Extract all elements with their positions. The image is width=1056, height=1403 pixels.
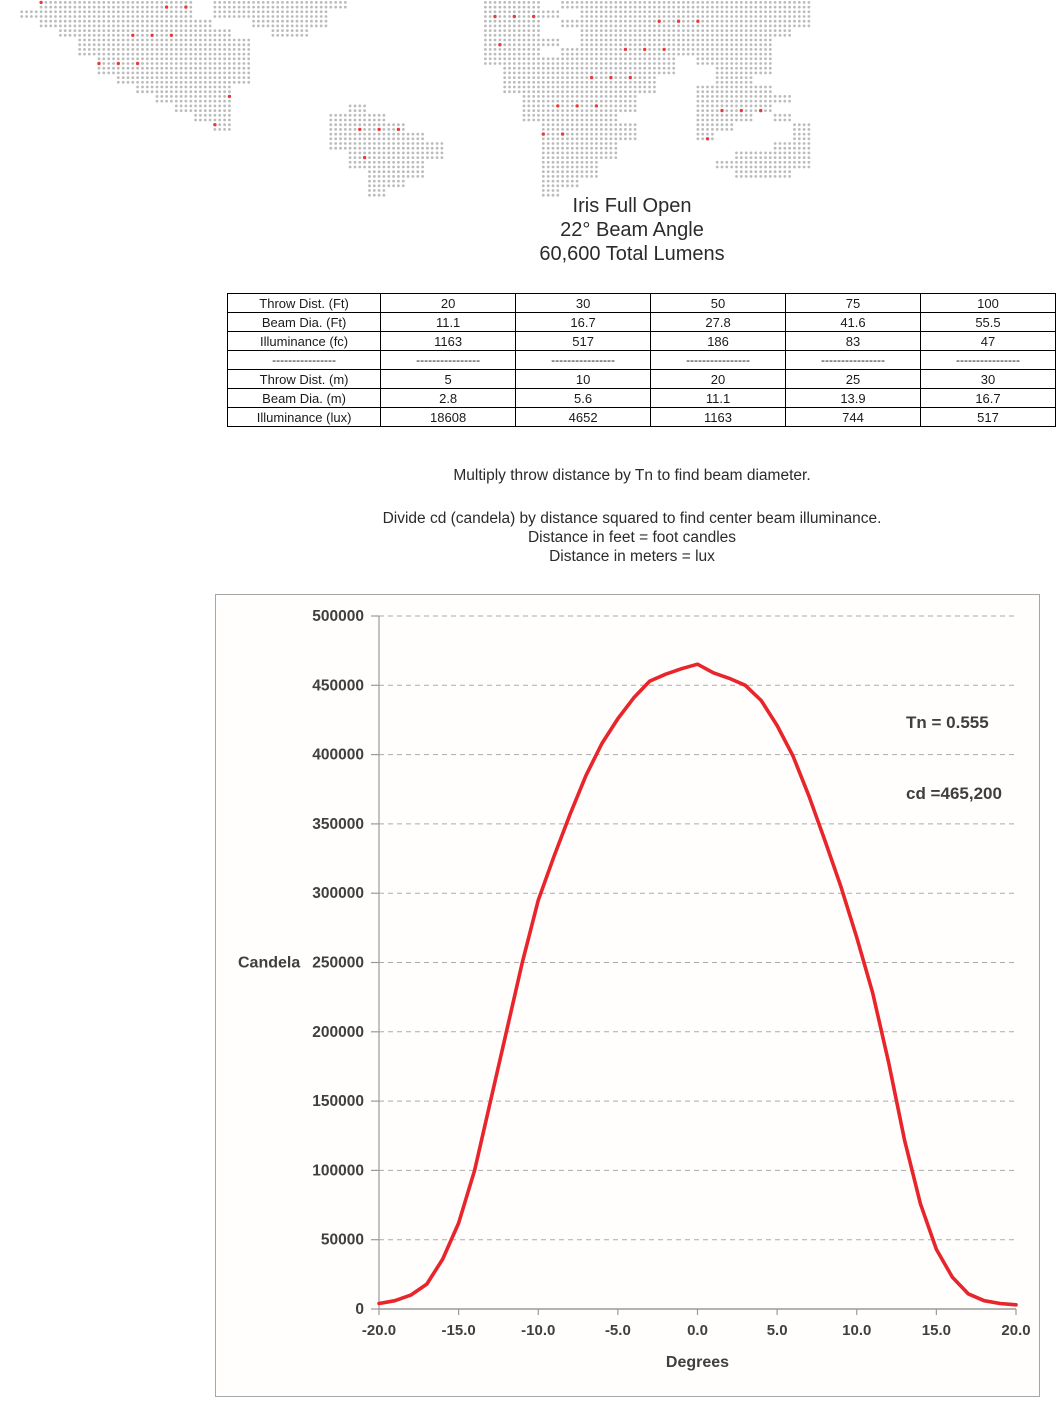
table-row: Beam Dia. (Ft) 11.1 16.7 27.8 41.6 55.5 [226, 312, 1056, 332]
table-value-cell: 30 [515, 293, 652, 313]
table-row: Throw Dist. (m) 5 10 20 25 30 [226, 369, 1056, 389]
table-value-cell: 47 [919, 331, 1056, 351]
title-fixture-mode: Iris Full Open [572, 195, 692, 217]
y-tick-label: 300000 [312, 885, 364, 902]
x-tick-label: 20.0 [1001, 1322, 1030, 1339]
table-value-cell: 20 [650, 369, 787, 389]
candela-chart-svg: 0 50000 100000 150000 200000 250000 300000 3500… [238, 608, 1031, 1371]
x-tick-label: 0.0 [687, 1322, 708, 1339]
beam-distribution-chart: 0 50000 100000 150000 200000 250000 300000 3500… [215, 594, 1040, 1397]
note-feet: Distance in feet = foot candles [527, 529, 737, 546]
table-value-cell: 5.6 [515, 388, 652, 408]
x-tick-label: 5.0 [767, 1322, 788, 1339]
table-value-cell: 10 [515, 369, 652, 389]
beam-curve [377, 662, 1018, 1307]
y-tick-label: 250000 [312, 955, 364, 972]
x-tick-label: 10.0 [842, 1322, 871, 1339]
table-row: Illuminance (fc) 1163 517 186 83 47 [226, 331, 1056, 351]
x-tick-label: -20.0 [362, 1322, 396, 1339]
table-row: Illuminance (lux) 18608 4652 1163 744 517 [226, 407, 1056, 427]
table-row: Throw Dist. (Ft) 20 30 50 75 100 [226, 293, 1056, 313]
title-beam-angle: 22° Beam Angle [560, 219, 704, 241]
table-value-cell: 1163 [650, 407, 787, 427]
table-value-cell: 13.9 [785, 388, 921, 408]
table-value-cell: 30 [919, 369, 1056, 389]
table-value-cell: ---------------- [919, 350, 1056, 370]
table-value-cell: 5 [380, 369, 517, 389]
annotation-cd: cd =465,200 [906, 784, 1002, 803]
table-row: ---------------- ---------------- --------… [226, 350, 1056, 370]
row-label-cell: Throw Dist. (m) [226, 369, 382, 389]
table-value-cell: 4652 [515, 407, 652, 427]
table-value-cell: 186 [650, 331, 787, 351]
x-tick-label: -10.0 [521, 1322, 555, 1339]
title-total-lumens: 60,600 Total Lumens [539, 243, 725, 265]
table-value-cell: 100 [919, 293, 1056, 313]
table-row: Beam Dia. (m) 2.8 5.6 11.1 13.9 16.7 [226, 388, 1056, 408]
row-label-cell: Beam Dia. (Ft) [226, 312, 382, 332]
table-value-cell: 18608 [380, 407, 517, 427]
axis-title-candela: Candela [238, 955, 300, 972]
table-value-cell: ---------------- [380, 350, 517, 370]
table-value-cell: 25 [785, 369, 921, 389]
x-tick-label: -5.0 [605, 1322, 631, 1339]
table-value-cell: ---------------- [785, 350, 921, 370]
table-value-cell: 50 [650, 293, 787, 313]
note-beam-diameter: Multiply throw distance by Tn to find be… [453, 467, 811, 484]
annotation-tn: Tn = 0.555 [906, 713, 989, 732]
table-value-cell: 16.7 [515, 312, 652, 332]
table-value-cell: 20 [380, 293, 517, 313]
table-value-cell: 11.1 [380, 312, 517, 332]
table-value-cell: 744 [785, 407, 921, 427]
x-tick-label: 15.0 [922, 1322, 951, 1339]
y-tick-label: 200000 [312, 1024, 364, 1041]
table-value-cell: ---------------- [515, 350, 652, 370]
y-tick-label: 0 [355, 1301, 364, 1318]
x-tick-label: -15.0 [442, 1322, 476, 1339]
table-value-cell: 83 [785, 331, 921, 351]
row-label-cell: Throw Dist. (Ft) [226, 293, 382, 313]
note-meters: Distance in meters = lux [549, 548, 715, 565]
y-tick-label: 400000 [312, 747, 364, 764]
table-value-cell: 16.7 [919, 388, 1056, 408]
world-map-watermark [20, 0, 811, 197]
y-tick-label: 500000 [312, 608, 364, 625]
row-label-cell: Illuminance (fc) [226, 331, 382, 351]
table-value-cell: 517 [515, 331, 652, 351]
y-tick-label: 50000 [321, 1232, 364, 1249]
note-illuminance: Divide cd (candela) by distance squared … [382, 510, 882, 527]
axis-title-degrees: Degrees [666, 1354, 729, 1371]
table-value-cell: 41.6 [785, 312, 921, 332]
table-value-cell: 1163 [380, 331, 517, 351]
row-label-cell: Illuminance (lux) [226, 407, 382, 427]
table-value-cell: ---------------- [650, 350, 787, 370]
row-label-cell: ---------------- [226, 350, 382, 370]
y-tick-label: 150000 [312, 1093, 364, 1110]
document-title: Iris Full Open 22° Beam Angle 60,600 Tot… [332, 194, 932, 266]
table-value-cell: 27.8 [650, 312, 787, 332]
table-value-cell: 11.1 [650, 388, 787, 408]
table-value-cell: 55.5 [919, 312, 1056, 332]
photometric-table: Throw Dist. (Ft) 20 30 50 75 100 Beam Dia. (Ft… [226, 293, 1056, 427]
row-label-cell: Beam Dia. (m) [226, 388, 382, 408]
y-tick-label: 450000 [312, 677, 364, 694]
table-value-cell: 75 [785, 293, 921, 313]
y-tick-label: 100000 [312, 1162, 364, 1179]
table-value-cell: 2.8 [380, 388, 517, 408]
y-tick-label: 350000 [312, 816, 364, 833]
table-value-cell: 517 [919, 407, 1056, 427]
